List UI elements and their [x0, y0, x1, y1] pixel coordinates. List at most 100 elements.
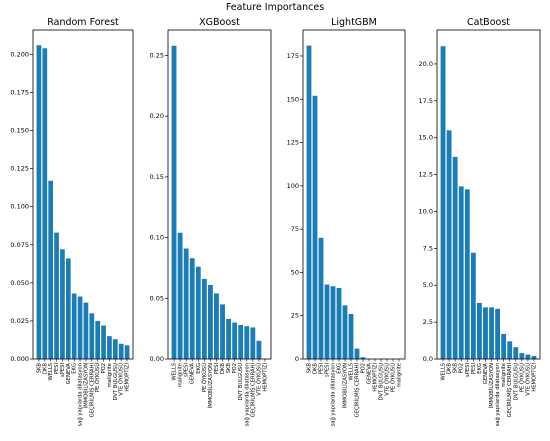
y-tick-label: 0.025	[10, 317, 29, 325]
x-tick-label: PO2	[361, 363, 367, 374]
axes-frame	[436, 29, 541, 360]
y-tick-label: 0.00	[150, 355, 164, 363]
x-tick-label: EKG	[196, 363, 202, 374]
subplot-title: XGBoost	[199, 17, 240, 28]
x-tick-label: DVT BULGUSU	[113, 363, 119, 401]
x-tick-label: PESI	[54, 363, 60, 375]
x-tick-label: PE ÖYKÜSÜ	[201, 363, 208, 392]
x-tick-label: VTE ÖYKÜSÜ	[524, 363, 531, 396]
bar	[60, 249, 65, 359]
x-tick-label: İMMOBİLİZASYON	[207, 363, 214, 408]
x-tick-label: SKB	[453, 363, 459, 374]
bar	[124, 345, 130, 359]
x-tick-label: VTE ÖYKÜSÜ	[384, 363, 391, 396]
x-tick-label: malignite	[501, 363, 507, 387]
y-tick-label: 0.125	[10, 165, 29, 173]
bar	[354, 348, 360, 359]
x-tick-label: PESI	[319, 363, 325, 375]
y-tick-label: 2.5	[423, 318, 433, 326]
bar	[501, 333, 507, 359]
x-tick-label: İMMOBİLİZASYON	[82, 363, 89, 408]
bar	[318, 237, 324, 359]
bar	[348, 313, 354, 359]
x-tick-label: sağ yapılarda dilatasyon	[330, 363, 337, 426]
x-tick-label: GENEVA	[190, 363, 196, 385]
x-tick-label: GEÇİRİLMİŞ CERRAHİ	[88, 363, 95, 418]
bar	[458, 186, 464, 359]
bar	[101, 325, 106, 359]
y-tick-label: 100	[287, 182, 299, 190]
x-tick-label: PO2	[459, 363, 465, 374]
bar	[238, 325, 244, 359]
x-tick-label: EKG	[337, 363, 343, 374]
y-tick-label: 5.0	[423, 281, 433, 289]
bar	[118, 343, 124, 359]
y-tick-label: 0.0	[423, 355, 433, 363]
bar	[495, 308, 501, 359]
x-tick-label: GEÇİRİLMİŞ CERRAHİ	[249, 363, 256, 418]
bar	[336, 288, 342, 359]
x-tick-label: HEMOPTİZİ	[372, 363, 379, 392]
x-tick-label: sağ yapılarda dilatasyon	[494, 363, 501, 426]
x-tick-label: PE ÖYKÜSÜ	[518, 363, 525, 392]
x-tick-label: PE ÖYKÜSÜ	[390, 363, 397, 392]
bar	[507, 341, 513, 359]
bar	[195, 266, 201, 359]
bar	[476, 302, 482, 359]
figure-title: Feature Importances	[226, 2, 324, 13]
bar	[330, 286, 336, 359]
bar	[107, 336, 112, 359]
y-tick-label: 125	[287, 139, 299, 147]
x-tick-label: İMMOBİLİZASYON	[342, 363, 349, 408]
bar	[183, 248, 189, 359]
bar	[360, 357, 366, 359]
x-tick-label: DVT BULGUSU	[379, 363, 385, 401]
bar	[77, 296, 83, 359]
bar	[446, 130, 452, 359]
bar	[71, 293, 77, 359]
bar	[220, 304, 225, 359]
bar	[112, 339, 118, 359]
bar	[207, 284, 213, 359]
bar	[489, 307, 494, 359]
y-tick-label: 0	[295, 355, 299, 363]
subplot-title: LightGBM	[331, 17, 377, 28]
y-tick-label: 0.15	[150, 173, 164, 181]
x-tick-label: GENEVA	[367, 363, 373, 385]
x-tick-label: VTE ÖYKÜSÜ	[118, 363, 125, 396]
bar	[89, 313, 95, 359]
bar	[464, 189, 470, 359]
bar	[244, 326, 250, 359]
bar	[513, 347, 519, 359]
x-tick-label: sağ yapılarda dilatasyon	[77, 363, 84, 426]
y-tick-label: 10.0	[419, 207, 433, 215]
x-tick-label: DKB	[447, 363, 453, 374]
x-tick-label: malignite	[397, 363, 403, 387]
subplot-title: CatBoost	[467, 17, 510, 28]
x-tick-label: GEÇİRİLMİŞ CERRAHİ	[354, 363, 361, 418]
bar	[201, 278, 207, 359]
bar	[470, 252, 476, 359]
x-tick-label: sPESI	[465, 363, 471, 377]
x-tick-label: PESI	[471, 363, 477, 375]
bar	[312, 95, 318, 360]
x-tick-label: sPESI	[184, 363, 190, 377]
x-tick-label: EKG	[72, 363, 78, 374]
bar	[525, 354, 531, 359]
x-tick-label: DKB	[313, 363, 319, 374]
x-tick-label: EKG	[477, 363, 483, 374]
x-tick-label: sağ yapılarda dilatasyon	[243, 363, 250, 426]
y-tick-label: 12.5	[419, 171, 433, 179]
x-tick-label: İMMOBİLİZASYON	[488, 363, 495, 408]
x-tick-label: WELLS	[441, 363, 447, 380]
x-tick-label: PESI	[214, 363, 220, 375]
bar	[452, 156, 458, 359]
y-tick-label: 150	[287, 95, 299, 103]
bar	[232, 322, 238, 359]
bar	[83, 302, 89, 359]
y-tick-label: 175	[287, 52, 299, 60]
x-tick-label: WELLS	[172, 363, 178, 380]
x-tick-label: HEMOPTİZİ	[124, 363, 131, 392]
y-tick-label: 0.05	[150, 294, 164, 302]
